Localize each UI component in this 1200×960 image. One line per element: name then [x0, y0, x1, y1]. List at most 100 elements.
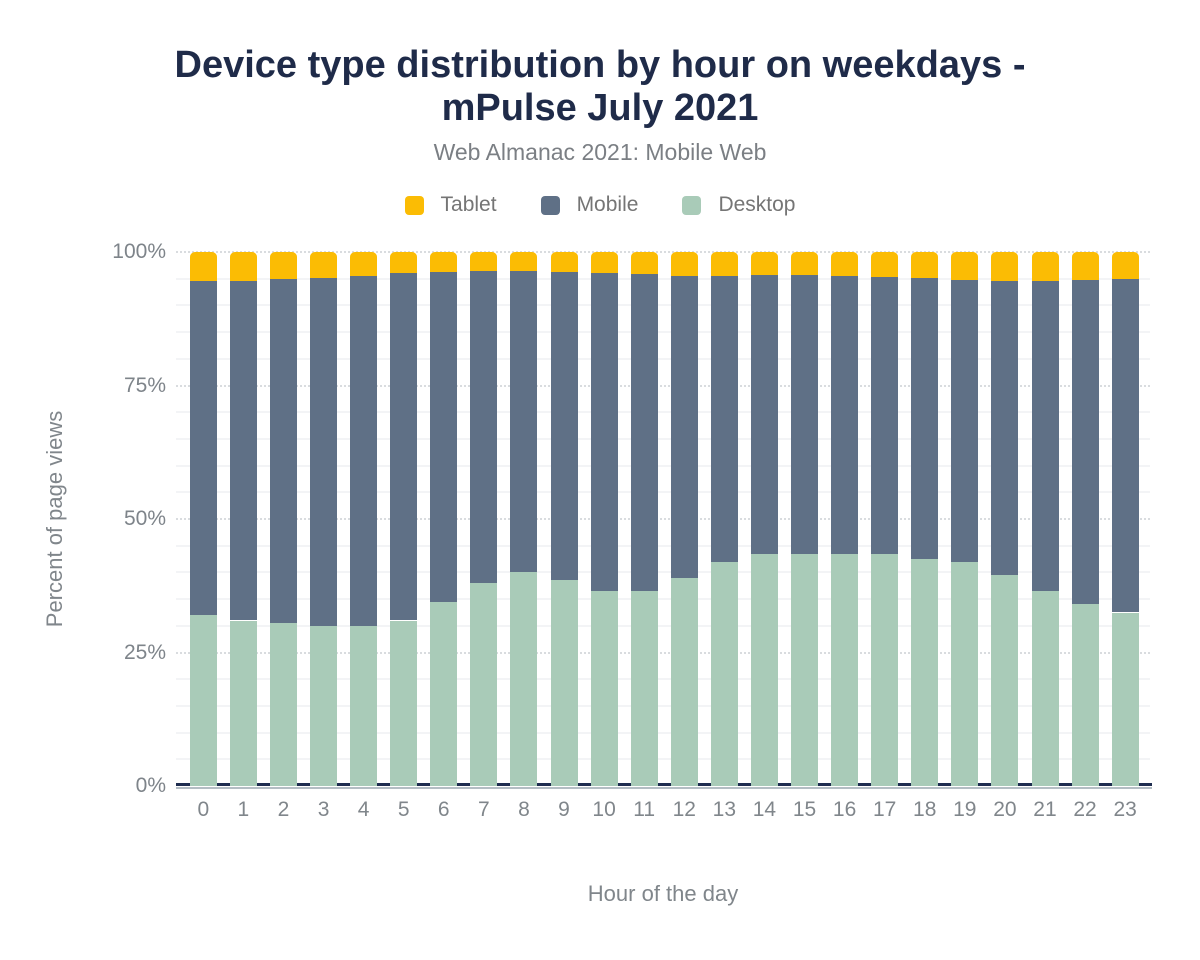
bar-segment-mobile-hour-21[interactable] — [1031, 280, 1059, 592]
bar-segment-tablet-hour-6[interactable] — [430, 252, 458, 273]
bar-segment-tablet-hour-20[interactable] — [991, 252, 1019, 282]
bar-segment-mobile-hour-8[interactable] — [510, 270, 538, 573]
bar-segment-desktop-hour-7[interactable] — [470, 583, 498, 786]
bar-segment-mobile-hour-18[interactable] — [911, 278, 939, 560]
bar-segment-mobile-hour-11[interactable] — [630, 273, 658, 592]
bar-segment-desktop-hour-16[interactable] — [831, 553, 859, 786]
x-axis-tick-label-12: 12 — [672, 798, 696, 821]
bar-segment-desktop-hour-22[interactable] — [1071, 604, 1099, 786]
legend-label: Desktop — [718, 193, 796, 216]
bar-segment-desktop-hour-18[interactable] — [911, 559, 939, 786]
bar-segment-tablet-hour-19[interactable] — [951, 252, 979, 280]
bar-segment-desktop-hour-9[interactable] — [550, 580, 578, 786]
bar-segment-desktop-hour-1[interactable] — [229, 620, 257, 786]
bar-segment-mobile-hour-20[interactable] — [991, 281, 1019, 576]
gridline-major — [176, 651, 1150, 654]
bar-segment-tablet-hour-22[interactable] — [1071, 252, 1099, 281]
gridline-minor — [176, 624, 1150, 627]
bar-segment-mobile-hour-23[interactable] — [1111, 279, 1139, 613]
bar-segment-tablet-hour-14[interactable] — [750, 252, 778, 275]
gridline-minor — [176, 304, 1150, 307]
bar-segment-desktop-hour-23[interactable] — [1111, 612, 1139, 786]
x-axis-tick-label-2: 2 — [277, 798, 290, 821]
bar-segment-mobile-hour-15[interactable] — [791, 275, 818, 554]
bar-segment-tablet-hour-13[interactable] — [710, 252, 738, 276]
bar-segment-tablet-hour-3[interactable] — [310, 252, 337, 278]
bar-segment-mobile-hour-9[interactable] — [550, 272, 578, 581]
bar-segment-tablet-hour-8[interactable] — [510, 252, 538, 271]
chart-title-line-2: mPulse July 2021 — [441, 87, 759, 129]
bar-segment-mobile-hour-6[interactable] — [430, 272, 458, 602]
bar-segment-tablet-hour-0[interactable] — [189, 252, 217, 282]
y-axis-tick-label-0: 0% — [135, 774, 166, 797]
bar-segment-desktop-hour-12[interactable] — [670, 577, 698, 786]
bar-segment-mobile-hour-14[interactable] — [750, 275, 778, 554]
x-axis-tick-label-9: 9 — [558, 798, 570, 821]
bar-segment-tablet-hour-1[interactable] — [229, 252, 257, 282]
bar-segment-mobile-hour-19[interactable] — [951, 279, 979, 562]
x-axis-tick-label-8: 8 — [518, 798, 530, 821]
legend-swatch-desktop — [682, 195, 702, 215]
bar-segment-desktop-hour-11[interactable] — [630, 591, 658, 786]
bar-segment-desktop-hour-10[interactable] — [590, 591, 618, 786]
bar-segment-tablet-hour-12[interactable] — [670, 252, 698, 276]
bar-segment-tablet-hour-17[interactable] — [871, 252, 899, 277]
legend-item-desktop[interactable]: Desktop — [682, 193, 795, 217]
bar-segment-desktop-hour-8[interactable] — [510, 572, 538, 786]
bar-segment-mobile-hour-5[interactable] — [390, 273, 418, 621]
bar-segment-mobile-hour-22[interactable] — [1071, 280, 1099, 605]
x-axis-tick-label-10: 10 — [592, 798, 616, 821]
legend-item-mobile[interactable]: Mobile — [540, 193, 639, 217]
bar-segment-tablet-hour-4[interactable] — [350, 252, 378, 276]
bar-segment-tablet-hour-18[interactable] — [911, 252, 939, 279]
bar-segment-mobile-hour-3[interactable] — [310, 277, 337, 626]
bar-segment-tablet-hour-2[interactable] — [270, 252, 297, 279]
bar-segment-tablet-hour-23[interactable] — [1111, 252, 1139, 280]
legend-item-tablet[interactable]: Tablet — [404, 193, 497, 217]
chart-title: Device type distribution by hour on week… — [0, 44, 1200, 130]
bar-segment-mobile-hour-4[interactable] — [350, 276, 378, 626]
bar-segment-desktop-hour-0[interactable] — [189, 615, 217, 786]
bar-segment-tablet-hour-7[interactable] — [470, 252, 498, 272]
bar-segment-desktop-hour-3[interactable] — [310, 625, 337, 786]
bar-segment-mobile-hour-7[interactable] — [470, 271, 498, 584]
bar-segment-desktop-hour-17[interactable] — [871, 553, 899, 786]
legend-swatch-mobile — [540, 195, 560, 215]
legend-label: Tablet — [440, 193, 497, 216]
bar-segment-desktop-hour-14[interactable] — [750, 553, 778, 786]
bar-segment-mobile-hour-12[interactable] — [670, 275, 698, 578]
bar-segment-desktop-hour-6[interactable] — [430, 601, 458, 786]
bar-segment-tablet-hour-10[interactable] — [590, 252, 618, 274]
bar-segment-desktop-hour-4[interactable] — [350, 625, 378, 786]
bar-segment-mobile-hour-10[interactable] — [590, 273, 618, 592]
bar-segment-tablet-hour-5[interactable] — [390, 252, 418, 274]
bar-segment-tablet-hour-16[interactable] — [831, 252, 859, 276]
bar-segment-desktop-hour-2[interactable] — [270, 623, 297, 786]
bar-segment-desktop-hour-5[interactable] — [390, 620, 418, 786]
bar-segment-tablet-hour-11[interactable] — [630, 252, 658, 274]
bar-segment-mobile-hour-0[interactable] — [189, 281, 217, 616]
gridline-minor — [176, 758, 1150, 761]
bar-segment-desktop-hour-15[interactable] — [791, 553, 818, 786]
x-axis-tick-label-5: 5 — [397, 798, 410, 821]
bar-segment-desktop-hour-20[interactable] — [991, 575, 1019, 786]
bar-segment-desktop-hour-13[interactable] — [710, 561, 738, 786]
bar-segment-mobile-hour-2[interactable] — [270, 278, 297, 624]
y-axis-title: Percent of page views — [42, 410, 67, 628]
bar-segment-mobile-hour-1[interactable] — [229, 281, 257, 621]
bar-segment-tablet-hour-15[interactable] — [791, 252, 818, 275]
bar-segment-tablet-hour-9[interactable] — [550, 252, 578, 273]
bar-segment-mobile-hour-16[interactable] — [831, 276, 859, 554]
gridline-minor — [176, 731, 1150, 734]
bar-segment-mobile-hour-17[interactable] — [871, 276, 899, 554]
bar-segment-desktop-hour-19[interactable] — [951, 561, 979, 786]
bar-segment-tablet-hour-21[interactable] — [1031, 252, 1059, 281]
bar-segment-mobile-hour-13[interactable] — [710, 276, 738, 562]
bar-segment-desktop-hour-21[interactable] — [1031, 591, 1059, 786]
gridline-minor — [176, 704, 1150, 707]
legend-label: Mobile — [576, 193, 639, 216]
x-axis-baseline-shadow — [176, 786, 1152, 789]
gridline-minor — [176, 491, 1150, 494]
gridline-major — [176, 384, 1150, 387]
gridline-minor — [176, 571, 1150, 574]
